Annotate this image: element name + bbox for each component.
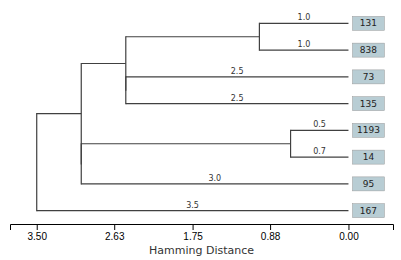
leaf-box [352,123,384,137]
x-tick: 0.00 [339,224,359,242]
x-tick-mark [270,224,271,230]
x-tick: 3.50 [27,224,47,242]
x-tick-label: 0.88 [261,231,281,242]
leaf-box [352,150,384,164]
link [81,64,82,164]
leaf-label: 131 [360,18,377,28]
branch [259,50,348,51]
x-tick: 1.75 [183,224,203,242]
link [290,130,291,157]
branch [291,157,349,158]
leaf-label: 73 [363,72,374,82]
leaf-label: 838 [360,45,377,55]
x-tick-label: 0.00 [339,231,359,242]
x-axis: 3.50 2.63 1.75 0.88 0.00 [11,224,394,242]
leaf-label: 95 [363,179,374,189]
leaf-box [352,70,384,84]
branch [81,183,348,184]
leaf-label: 1193 [357,125,380,135]
branch-label: 0.7 [313,147,326,156]
branch [126,76,349,77]
leaf-box [352,204,384,218]
leaf-box [352,43,384,57]
branch [126,36,260,37]
branch-label: 0.5 [313,120,326,129]
branch [81,63,126,64]
branch [291,130,349,131]
branch [37,113,82,114]
branch-label: 1.0 [298,13,311,22]
branch-label: 2.5 [231,67,244,76]
branch-label: 3.5 [186,201,199,210]
link [259,23,260,50]
x-tick-mark [348,224,349,230]
chart: 131 1.0 838 1.0 73 2.5 135 2.5 1193 0.5 14 0.7 95 3.0… [0,0,401,260]
branch-label: 1.0 [298,40,311,49]
link [36,114,37,211]
leaf-box [352,97,384,111]
branch [259,23,348,24]
branch-label: 3.0 [208,174,221,183]
x-tick-mark [37,224,38,230]
x-axis-title: Hamming Distance [149,244,254,257]
x-tick: 0.88 [261,224,281,242]
branch [126,103,349,104]
x-tick-label: 1.75 [183,231,203,242]
x-tick-mark [193,224,194,230]
x-axis-line [11,225,394,231]
link [125,37,126,91]
branch [37,210,349,211]
texts: 131 1.0 838 1.0 73 2.5 135 2.5 1193 0.5 14 0.7 95 3.0… [186,13,384,217]
branch [81,143,290,144]
x-tick-label: 3.50 [27,231,47,242]
x-tick: 2.63 [105,224,125,242]
leaf-label: 14 [363,152,375,162]
plot: 131 1.0 838 1.0 73 2.5 135 2.5 1193 0.5 14 0.7 95 3.0… [11,13,394,242]
branches [37,23,349,210]
leaf-box [352,16,384,30]
x-tick-mark [114,224,115,230]
x-tick-label: 2.63 [105,231,125,242]
leaf-label: 167 [360,206,377,216]
leaf-label: 135 [360,99,377,109]
branch-label: 2.5 [231,94,244,103]
leaf-box [352,177,384,191]
